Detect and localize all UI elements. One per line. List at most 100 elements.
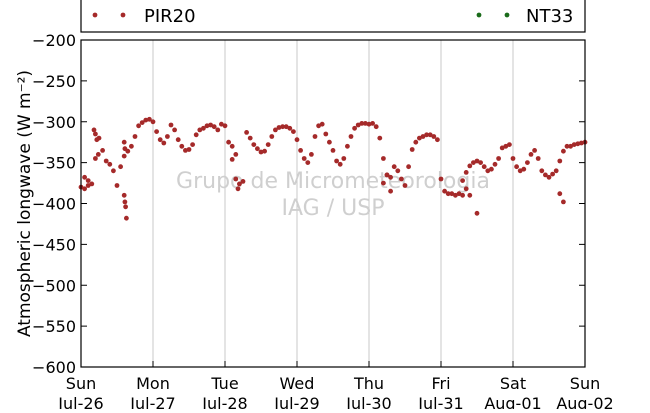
data-point-pir20	[427, 132, 433, 138]
data-point-pir20	[114, 183, 120, 188]
data-point-pir20	[546, 174, 552, 180]
data-point-pir20	[186, 147, 192, 152]
data-point-pir20	[345, 143, 350, 149]
data-point-pir20	[535, 156, 541, 161]
data-point-pir20	[420, 134, 426, 139]
data-point-pir20	[355, 122, 361, 128]
data-point-pir20	[316, 123, 321, 129]
data-point-pir20	[478, 160, 483, 166]
data-point-pir20	[235, 186, 241, 192]
data-point-pir20	[424, 132, 429, 138]
data-point-pir20	[453, 192, 458, 198]
y-axis-ticks: −200 −250 −300 −350 −400 −450 −500 −550 −600	[32, 31, 585, 377]
data-point-pir20	[91, 127, 97, 133]
data-point-pir20	[431, 134, 437, 139]
data-point-pir20	[121, 153, 127, 159]
data-point-pir20	[168, 122, 174, 128]
legend-label: NT33	[526, 6, 573, 27]
data-point-pir20	[435, 137, 440, 143]
data-point-pir20	[82, 186, 87, 192]
data-point-pir20	[136, 123, 142, 129]
data-point-pir20	[201, 125, 206, 131]
x-tick-label-day: Mon	[136, 374, 170, 393]
y-tick-label: −550	[32, 317, 76, 336]
data-point-pir20	[269, 134, 275, 139]
data-point-pir20	[85, 183, 91, 188]
data-point-pir20	[442, 188, 447, 194]
x-tick-label-day: Thu	[353, 374, 384, 393]
data-point-pir20	[510, 156, 516, 161]
data-point-pir20	[381, 180, 386, 186]
data-point-pir20	[521, 166, 527, 172]
data-point-pir20	[553, 168, 559, 174]
data-point-pir20	[103, 158, 109, 164]
data-point-pir20	[273, 127, 278, 133]
data-point-pir20	[147, 116, 152, 122]
data-point-pir20	[276, 125, 282, 130]
data-point-pir20	[100, 148, 105, 153]
data-point-pir20	[330, 148, 336, 153]
data-point-pir20	[467, 192, 473, 198]
data-point-pir20	[122, 146, 128, 152]
legend-label: PIR20	[144, 6, 196, 27]
legend-marker	[92, 12, 98, 18]
data-point-pir20	[247, 135, 253, 141]
y-tick-label: −250	[32, 72, 76, 91]
data-point-pir20	[294, 137, 300, 143]
x-tick-label-date: Jul-29	[273, 394, 319, 409]
data-point-pir20	[150, 119, 156, 125]
y-axis-label: Atmospheric longwave (W m⁻²)	[15, 70, 35, 337]
data-point-pir20	[94, 137, 100, 143]
data-point-pir20	[161, 140, 167, 146]
data-point-pir20	[373, 124, 379, 130]
data-point-pir20	[93, 131, 98, 137]
data-point-pir20	[143, 117, 149, 123]
data-point-pir20	[175, 137, 181, 143]
x-tick-label-date: Jul-27	[129, 394, 175, 409]
data-point-pir20	[211, 124, 217, 130]
data-point-pir20	[237, 181, 242, 187]
data-point-pir20	[193, 132, 199, 138]
data-point-pir20	[179, 143, 185, 149]
data-point-pir20	[485, 168, 491, 174]
data-point-pir20	[327, 139, 332, 145]
data-point-pir20	[204, 123, 210, 129]
data-point-pir20	[579, 140, 584, 146]
data-point-pir20	[233, 176, 239, 182]
data-point-pir20	[517, 168, 523, 174]
data-point-pir20	[359, 121, 365, 126]
data-point-pir20	[391, 164, 397, 170]
y-tick-label: −350	[32, 154, 76, 173]
watermark-line-1: Grupo de Micrometeorologia	[176, 169, 490, 194]
data-point-pir20	[305, 160, 311, 166]
data-point-pir20	[449, 191, 455, 197]
data-point-pir20	[301, 156, 307, 161]
y-tick-label: −600	[32, 358, 76, 377]
data-point-pir20	[460, 192, 465, 198]
data-point-pir20	[474, 158, 480, 164]
data-point-pir20	[417, 135, 422, 141]
data-point-pir20	[337, 161, 343, 167]
data-point-pir20	[514, 164, 519, 170]
data-point-pir20	[124, 215, 129, 221]
data-point-pir20	[341, 156, 347, 161]
data-point-pir20	[93, 156, 98, 161]
data-point-pir20	[528, 152, 534, 157]
data-point-pir20	[323, 131, 329, 137]
data-point-pir20	[129, 143, 134, 149]
grid-lines	[152, 40, 514, 367]
data-point-pir20	[121, 139, 127, 145]
data-point-pir20	[557, 158, 563, 164]
watermark-line-2: IAG / USP	[282, 196, 385, 221]
data-point-pir20	[123, 204, 128, 210]
data-point-pir20	[388, 174, 393, 180]
data-point-pir20	[575, 141, 581, 147]
data-point-pir20	[215, 127, 221, 133]
data-point-pir20	[409, 147, 415, 152]
data-point-pir20	[280, 124, 285, 130]
data-point-pir20	[319, 121, 325, 127]
data-point-pir20	[118, 164, 123, 170]
data-point-pir20	[492, 161, 498, 167]
data-point-pir20	[388, 188, 393, 194]
data-point-pir20	[85, 178, 91, 184]
